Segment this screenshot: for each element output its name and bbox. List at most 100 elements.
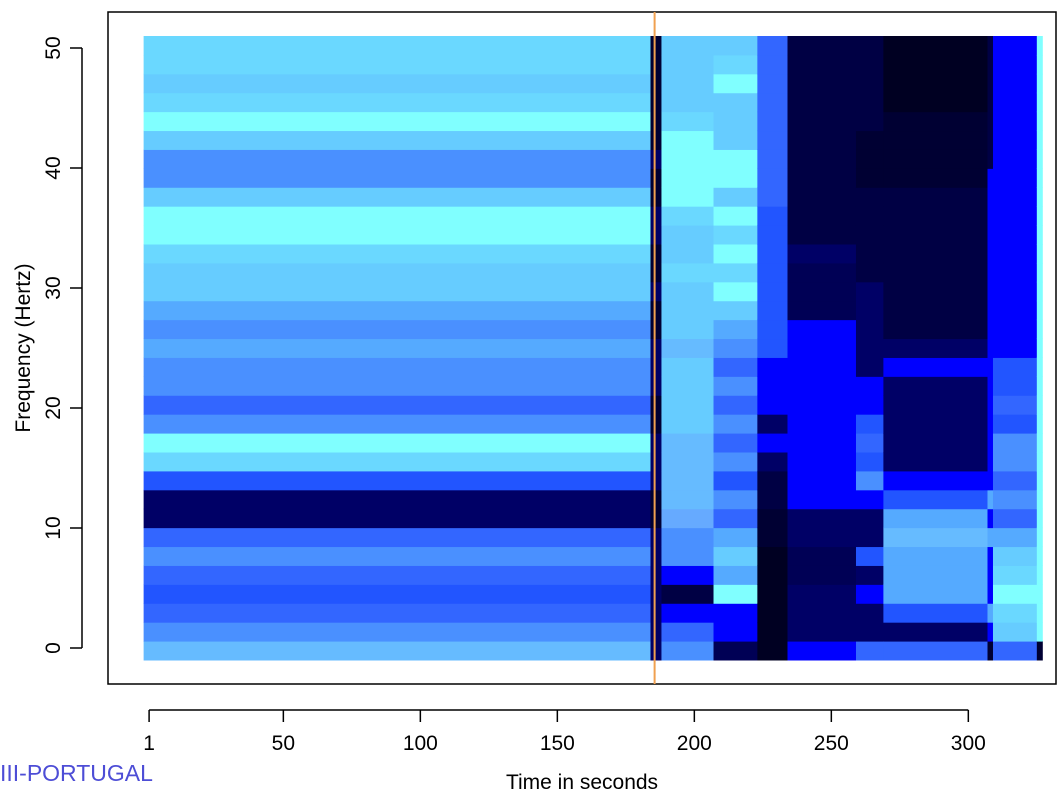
heatmap-cell [650, 281, 662, 302]
heatmap-cell [1036, 130, 1043, 150]
heatmap-cell [1036, 225, 1043, 245]
heatmap-cell [713, 168, 758, 188]
heatmap-cell [787, 73, 857, 94]
heatmap-cell [992, 641, 1038, 661]
heatmap-cell [713, 244, 758, 264]
heatmap-cell [713, 376, 758, 396]
heatmap-cell [650, 357, 662, 377]
heatmap-cell [713, 92, 758, 113]
heatmap-cell [987, 546, 994, 566]
heatmap-cell [757, 244, 788, 264]
heatmap-cell [855, 206, 884, 226]
heatmap-cell [787, 527, 857, 548]
heatmap-cell [757, 206, 788, 226]
heatmap-cell [1036, 452, 1043, 472]
heatmap-cell [787, 206, 857, 226]
heatmap-cell [855, 357, 884, 377]
heatmap-cell [1036, 546, 1043, 566]
heatmap-cell [713, 641, 758, 661]
heatmap-cell [987, 470, 994, 491]
heatmap-cell [650, 168, 662, 188]
heatmap-cell [143, 262, 651, 283]
heatmap-cell [992, 319, 1038, 340]
heatmap-cell [713, 262, 758, 283]
heatmap-cell [987, 319, 994, 340]
heatmap-cell [757, 262, 788, 283]
heatmap-cell [987, 527, 994, 548]
heatmap-cell [757, 54, 788, 75]
heatmap-cell [650, 376, 662, 396]
heatmap-cell [992, 395, 1038, 415]
heatmap-cell [787, 300, 857, 321]
heatmap-cell [661, 527, 715, 548]
heatmap-cell [757, 281, 788, 302]
heatmap-cell [757, 565, 788, 585]
heatmap-cell [987, 584, 994, 604]
heatmap-cell [992, 603, 1038, 623]
corner-label: III-PORTUGAL [0, 760, 153, 786]
heatmap-cell [713, 319, 758, 340]
heatmap-cell [787, 565, 857, 585]
heatmap-cell [1036, 489, 1043, 510]
heatmap-cell [713, 36, 758, 56]
y-tick-label: 10 [42, 516, 65, 539]
heatmap-cell [1036, 357, 1043, 377]
heatmap-cell [757, 414, 788, 434]
heatmap-cell [650, 527, 662, 548]
heatmap-cell [1036, 36, 1043, 56]
heatmap-cell [143, 187, 651, 207]
heatmap-cell [883, 262, 989, 283]
heatmap-cell [992, 244, 1038, 264]
heatmap-cell [661, 262, 715, 283]
heatmap-cell [757, 603, 788, 623]
heatmap-cell [1036, 92, 1043, 113]
heatmap-cell [1036, 73, 1043, 94]
heatmap-cell [143, 584, 651, 604]
heatmap-cell [787, 338, 857, 358]
heatmap-cell [855, 470, 884, 491]
heatmap-cell [855, 130, 884, 150]
heatmap-cell [1036, 641, 1043, 661]
heatmap-cell [713, 452, 758, 472]
heatmap-cell [757, 527, 788, 548]
heatmap-cell [787, 584, 857, 604]
heatmap-cell [987, 92, 994, 113]
heatmap-cell [883, 225, 989, 245]
heatmap-cell [855, 395, 884, 415]
heatmap-cell [1036, 338, 1043, 358]
heatmap-cell [650, 622, 662, 642]
heatmap-cell [650, 338, 662, 358]
heatmap-cell [987, 244, 994, 264]
heatmap-cell [987, 73, 994, 94]
heatmap-cell [757, 546, 788, 566]
heatmap-cell [992, 433, 1038, 453]
heatmap-cell [143, 149, 651, 169]
heatmap-cell [883, 130, 989, 150]
heatmap-cell [787, 376, 857, 396]
heatmap-cell [713, 470, 758, 491]
heatmap-cell [1036, 470, 1043, 491]
heatmap-cell [650, 395, 662, 415]
heatmap-cell [787, 603, 857, 623]
heatmap-cell [855, 414, 884, 434]
heatmap-cell [883, 584, 989, 604]
heatmap-cell [661, 508, 715, 529]
heatmap-cell [883, 149, 989, 169]
heatmap-cell [855, 187, 884, 207]
heatmap-cell [143, 111, 651, 132]
heatmap-cell [855, 376, 884, 396]
heatmap-cell [855, 565, 884, 585]
heatmap-cell [1036, 622, 1043, 642]
heatmap-cell [713, 395, 758, 415]
heatmap-cell [661, 338, 715, 358]
heatmap-cell [987, 36, 994, 56]
heatmap-cell [661, 414, 715, 434]
heatmap-cell [987, 300, 994, 321]
heatmap-cell [650, 73, 662, 94]
heatmap-cell [650, 92, 662, 113]
heatmap-cell [855, 319, 884, 340]
heatmap-cell [987, 168, 994, 188]
heatmap-cell [143, 433, 651, 453]
heatmap-cell [987, 225, 994, 245]
heatmap-cell [713, 111, 758, 132]
